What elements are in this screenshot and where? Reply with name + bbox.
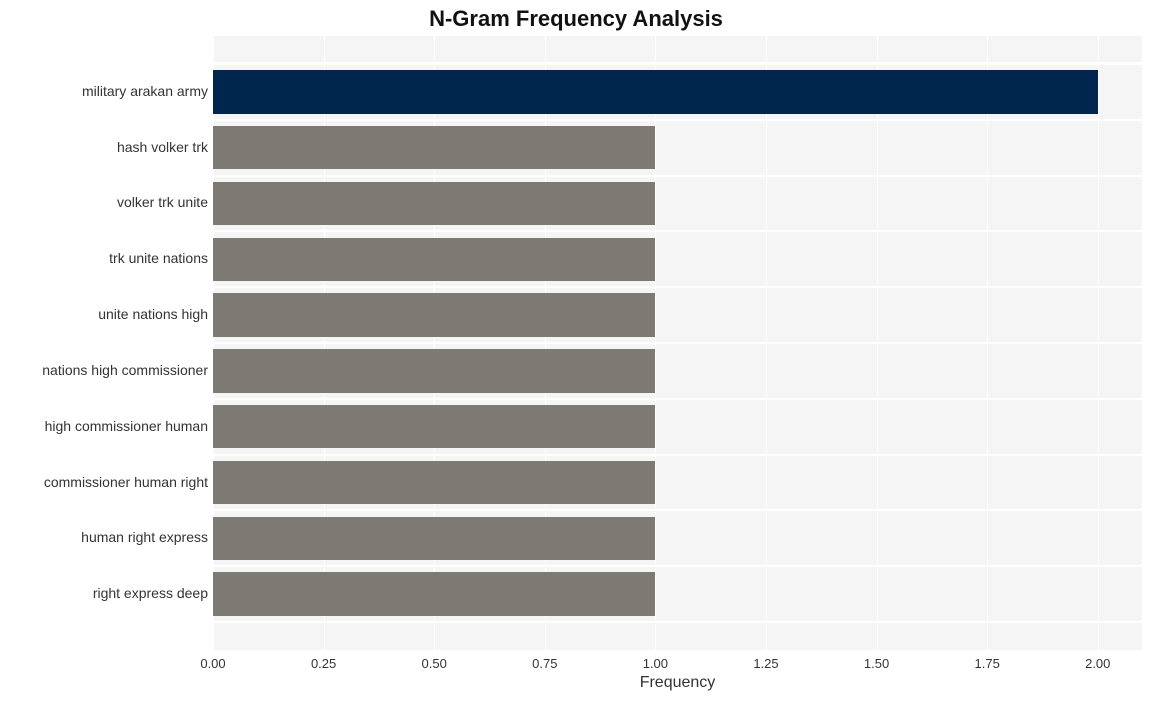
bar (213, 126, 655, 170)
y-tick-label: right express deep (93, 585, 208, 601)
chart-title: N-Gram Frequency Analysis (0, 6, 1152, 32)
x-tick-label: 0.50 (422, 656, 447, 671)
y-tick-label: unite nations high (98, 306, 208, 322)
x-tick-label: 1.50 (864, 656, 889, 671)
x-tick-label: 1.00 (643, 656, 668, 671)
y-tick-label: volker trk unite (117, 194, 208, 210)
x-tick-label: 1.75 (975, 656, 1000, 671)
row-band-bottom (213, 623, 1142, 650)
bar (213, 405, 655, 449)
bar (213, 238, 655, 282)
bar (213, 70, 1098, 114)
bar (213, 461, 655, 505)
plot-area (213, 36, 1142, 650)
x-tick-label: 0.00 (200, 656, 225, 671)
gridline (655, 36, 656, 650)
bar (213, 517, 655, 561)
gridline (877, 36, 878, 650)
y-tick-label: commissioner human right (44, 474, 208, 490)
y-tick-label: human right express (81, 529, 208, 545)
gridline (766, 36, 767, 650)
gridline (1098, 36, 1099, 650)
bar (213, 293, 655, 337)
x-axis-title: Frequency (213, 674, 1142, 692)
row-band-top (213, 36, 1142, 62)
y-tick-label: hash volker trk (117, 139, 208, 155)
y-tick-label: military arakan army (82, 83, 208, 99)
x-tick-label: 0.25 (311, 656, 336, 671)
bar (213, 572, 655, 616)
x-tick-label: 1.25 (753, 656, 778, 671)
y-tick-label: nations high commissioner (42, 362, 208, 378)
bar (213, 349, 655, 393)
x-tick-label: 0.75 (532, 656, 557, 671)
gridline (987, 36, 988, 650)
bar (213, 182, 655, 226)
y-tick-label: high commissioner human (45, 418, 208, 434)
chart-container: N-Gram Frequency Analysis military araka… (0, 0, 1152, 701)
x-tick-label: 2.00 (1085, 656, 1110, 671)
y-tick-label: trk unite nations (109, 250, 208, 266)
